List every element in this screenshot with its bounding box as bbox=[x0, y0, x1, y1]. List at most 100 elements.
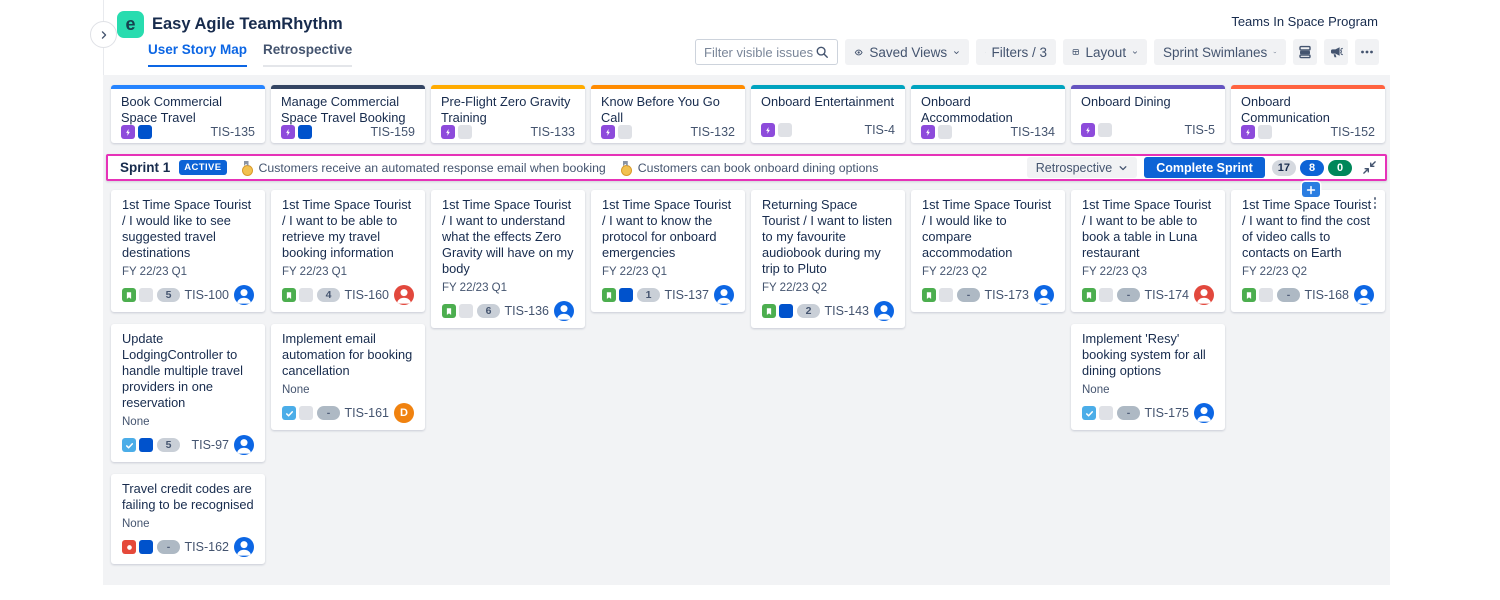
epic-footer: TIS-4 bbox=[761, 123, 895, 137]
story-column: 1st Time Space Tourist / I want to know … bbox=[591, 190, 745, 564]
story-card[interactable]: Implement 'Resy' booking system for all … bbox=[1071, 324, 1225, 430]
estimate-badge: - bbox=[1277, 288, 1300, 302]
sprint-goal: Customers can book onboard dining option… bbox=[606, 161, 879, 175]
assignee-avatar[interactable] bbox=[234, 537, 254, 557]
issue-title: 1st Time Space Tourist / I want to be ab… bbox=[1082, 197, 1214, 261]
print-view-button[interactable] bbox=[1293, 39, 1317, 65]
sprint-actions: Retrospective Complete Sprint 1780 bbox=[1027, 157, 1377, 178]
epic-color-bar bbox=[271, 85, 425, 89]
epic-icon bbox=[761, 123, 775, 137]
story-icon bbox=[442, 304, 456, 318]
retrospective-dropdown-button[interactable]: Retrospective bbox=[1027, 157, 1137, 178]
epic-footer: TIS-152 bbox=[1241, 125, 1375, 139]
assignee-avatar[interactable] bbox=[874, 301, 894, 321]
status-indicator bbox=[1258, 125, 1272, 139]
chevron-down-icon bbox=[953, 47, 960, 58]
epic-icon bbox=[441, 125, 455, 139]
more-options-button[interactable] bbox=[1355, 39, 1379, 65]
add-issue-button[interactable] bbox=[1302, 182, 1320, 197]
issue-footer: -TIS-168 bbox=[1242, 285, 1374, 305]
status-indicator bbox=[778, 123, 792, 137]
story-card[interactable]: 1st Time Space Tourist / I want to know … bbox=[591, 190, 745, 312]
epic-card[interactable]: Onboard DiningTIS-5 bbox=[1071, 85, 1225, 143]
sprint-goal-text: Customers can book onboard dining option… bbox=[638, 161, 879, 175]
tab-user-story-map[interactable]: User Story Map bbox=[148, 42, 247, 67]
sprint-swimlane-header[interactable]: Sprint 1 ACTIVE Customers receive an aut… bbox=[106, 154, 1387, 181]
assignee-avatar[interactable] bbox=[1354, 285, 1374, 305]
assignee-avatar[interactable] bbox=[234, 435, 254, 455]
tab-retrospective[interactable]: Retrospective bbox=[263, 42, 352, 67]
issue-title: Implement email automation for booking c… bbox=[282, 331, 414, 379]
epic-key: TIS-152 bbox=[1331, 125, 1375, 139]
assignee-avatar[interactable] bbox=[714, 285, 734, 305]
assignee-avatar[interactable] bbox=[1194, 403, 1214, 423]
issue-key: TIS-100 bbox=[185, 288, 229, 302]
epic-card[interactable]: Onboard AccommodationTIS-134 bbox=[911, 85, 1065, 143]
complete-sprint-button[interactable]: Complete Sprint bbox=[1144, 157, 1265, 178]
task-icon bbox=[1082, 406, 1096, 420]
story-card[interactable]: 1st Time Space Tourist / I would like to… bbox=[911, 190, 1065, 312]
filters-label: Filters / 3 bbox=[991, 45, 1047, 60]
status-indicator bbox=[1259, 288, 1273, 302]
announcements-button[interactable] bbox=[1324, 39, 1348, 65]
issue-title: 1st Time Space Tourist / I would like to… bbox=[122, 197, 254, 261]
story-card[interactable]: Update LodgingController to handle multi… bbox=[111, 324, 265, 462]
sprint-swimlanes-button[interactable]: Sprint Swimlanes bbox=[1154, 39, 1286, 65]
assignee-avatar[interactable]: D bbox=[394, 403, 414, 423]
epic-card[interactable]: Onboard CommunicationTIS-152 bbox=[1231, 85, 1385, 143]
story-card[interactable]: 1st Time Space Tourist / I want to be ab… bbox=[271, 190, 425, 312]
epic-key: TIS-132 bbox=[691, 125, 735, 139]
issue-key: TIS-174 bbox=[1145, 288, 1189, 302]
assignee-avatar[interactable] bbox=[234, 285, 254, 305]
story-card[interactable]: 1st Time Space Tourist / I want to find … bbox=[1231, 190, 1385, 312]
issue-title: Travel credit codes are failing to be re… bbox=[122, 481, 254, 513]
issue-footer: 2TIS-143 bbox=[762, 301, 894, 321]
eye-icon bbox=[854, 45, 863, 60]
epic-footer: TIS-133 bbox=[441, 125, 575, 139]
medal-icon bbox=[619, 161, 632, 175]
card-more-menu[interactable] bbox=[1370, 195, 1380, 211]
story-card[interactable]: 1st Time Space Tourist / I want to be ab… bbox=[1071, 190, 1225, 312]
toolbar: Saved Views Filters / 3 Layout Sprint Sw… bbox=[695, 39, 1379, 65]
sprint-goal: Customers receive an automated response … bbox=[227, 161, 606, 175]
task-icon bbox=[122, 438, 136, 452]
assignee-avatar[interactable] bbox=[394, 285, 414, 305]
issue-label: FY 22/23 Q3 bbox=[1082, 266, 1214, 278]
epic-card[interactable]: Know Before You Go CallTIS-132 bbox=[591, 85, 745, 143]
epic-card[interactable]: Pre-Flight Zero Gravity TrainingTIS-133 bbox=[431, 85, 585, 143]
assignee-avatar[interactable] bbox=[1194, 285, 1214, 305]
story-icon bbox=[122, 288, 136, 302]
collapse-icon bbox=[1362, 160, 1377, 175]
sprint-goal-text: Customers receive an automated response … bbox=[259, 161, 606, 175]
assignee-avatar[interactable] bbox=[554, 301, 574, 321]
estimate-badge: - bbox=[157, 540, 180, 554]
status-indicator bbox=[1099, 406, 1113, 420]
layout-button[interactable]: Layout bbox=[1063, 39, 1147, 65]
epic-color-bar bbox=[431, 85, 585, 89]
collapse-swimlane-button[interactable] bbox=[1361, 160, 1377, 176]
epic-card[interactable]: Book Commercial Space TravelTIS-135 bbox=[111, 85, 265, 143]
story-card[interactable]: 1st Time Space Tourist / I want to under… bbox=[431, 190, 585, 328]
epic-icon bbox=[921, 125, 935, 139]
epic-key: TIS-133 bbox=[531, 125, 575, 139]
expand-panel-button[interactable] bbox=[90, 21, 117, 48]
epic-card[interactable]: Manage Commercial Space Travel BookingTI… bbox=[271, 85, 425, 143]
filters-button[interactable]: Filters / 3 bbox=[976, 39, 1056, 65]
issue-label: FY 22/23 Q1 bbox=[602, 266, 734, 278]
issue-title: 1st Time Space Tourist / I want to find … bbox=[1242, 197, 1374, 261]
story-card[interactable]: Travel credit codes are failing to be re… bbox=[111, 474, 265, 564]
story-card[interactable]: Returning Space Tourist / I want to list… bbox=[751, 190, 905, 328]
epic-key: TIS-135 bbox=[211, 125, 255, 139]
epic-title: Onboard Communication bbox=[1241, 94, 1375, 125]
megaphone-icon bbox=[1328, 44, 1344, 60]
story-card[interactable]: Implement email automation for booking c… bbox=[271, 324, 425, 430]
saved-views-button[interactable]: Saved Views bbox=[845, 39, 969, 65]
epic-card[interactable]: Onboard Entertainment TIS-4 bbox=[751, 85, 905, 143]
epic-title: Manage Commercial Space Travel Booking bbox=[281, 94, 415, 125]
story-card[interactable]: 1st Time Space Tourist / I would like to… bbox=[111, 190, 265, 312]
epic-title: Onboard Entertainment bbox=[761, 94, 895, 110]
task-icon bbox=[282, 406, 296, 420]
filter-issues-input[interactable] bbox=[704, 45, 815, 60]
story-column: Returning Space Tourist / I want to list… bbox=[751, 190, 905, 564]
assignee-avatar[interactable] bbox=[1034, 285, 1054, 305]
